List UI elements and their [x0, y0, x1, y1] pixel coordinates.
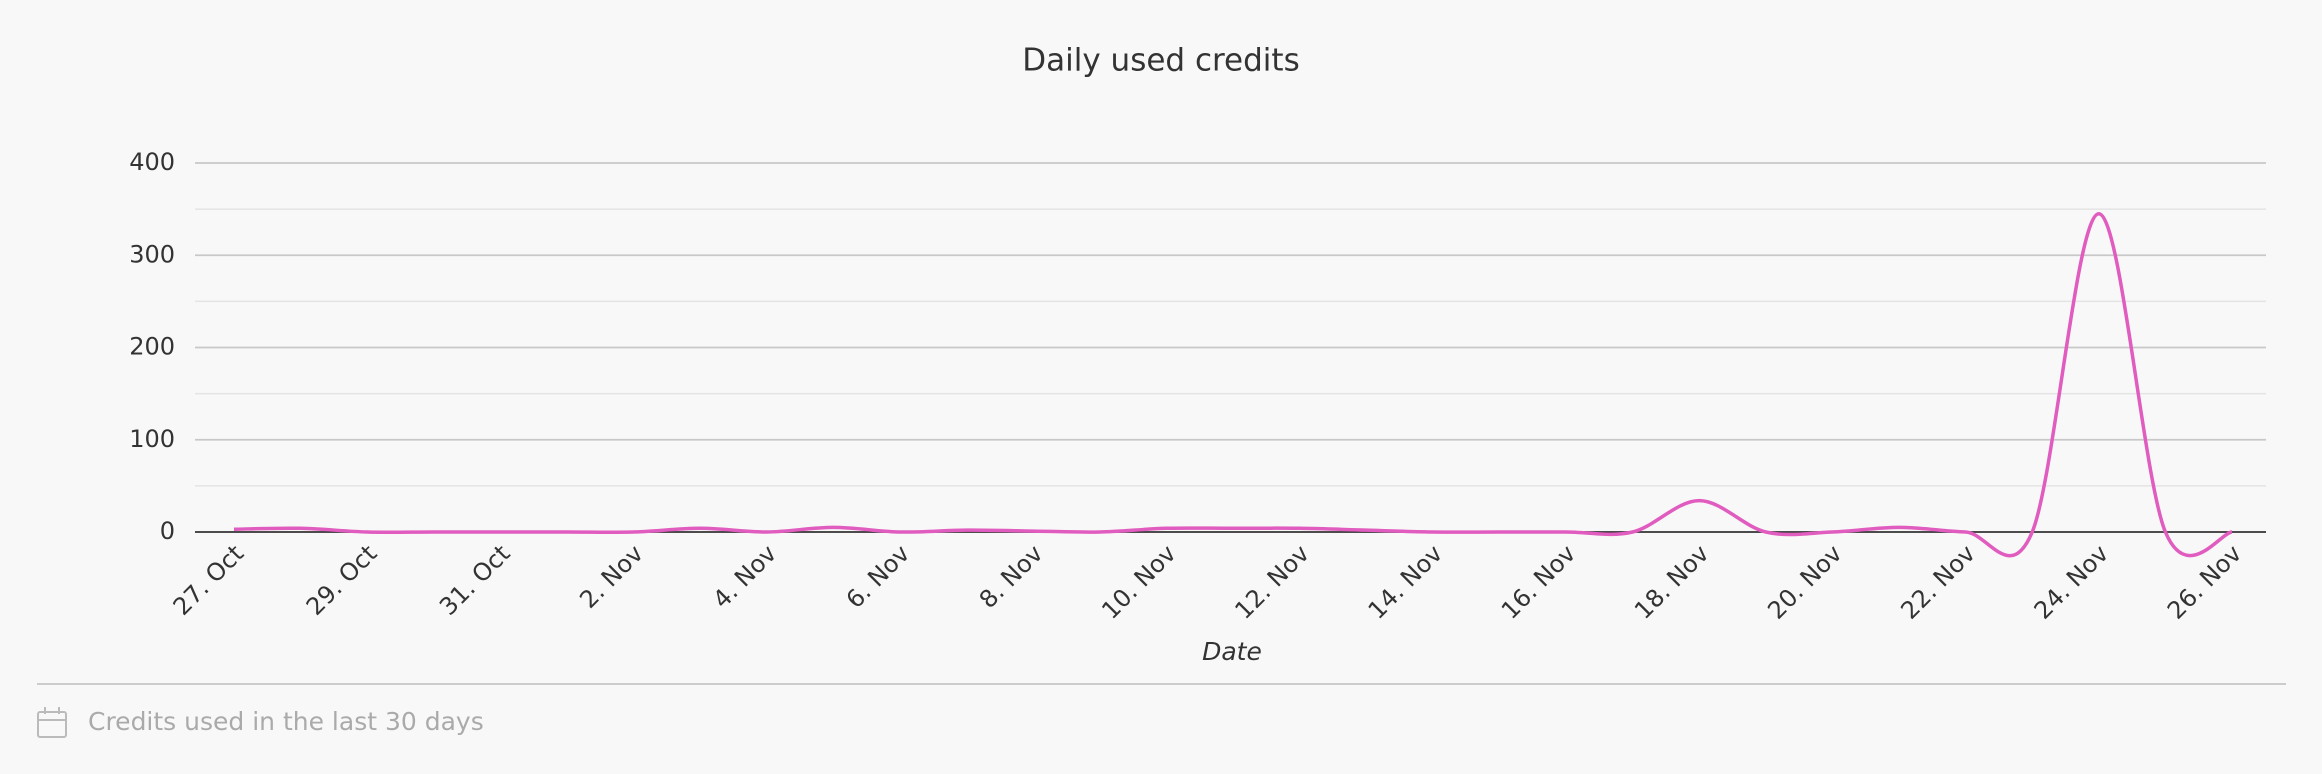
y-tick-label: 200 — [129, 333, 175, 361]
chart-title: Daily used credits — [1022, 43, 1299, 79]
footer-text: Credits used in the last 30 days — [88, 707, 484, 736]
y-tick-label: 300 — [129, 240, 175, 268]
y-tick-label: 400 — [129, 148, 175, 176]
y-tick-label: 0 — [160, 517, 175, 545]
x-axis-label: Date — [1202, 637, 1262, 666]
y-tick-label: 100 — [129, 425, 175, 453]
data-line — [233, 211, 2233, 558]
calendar-icon — [37, 707, 67, 738]
